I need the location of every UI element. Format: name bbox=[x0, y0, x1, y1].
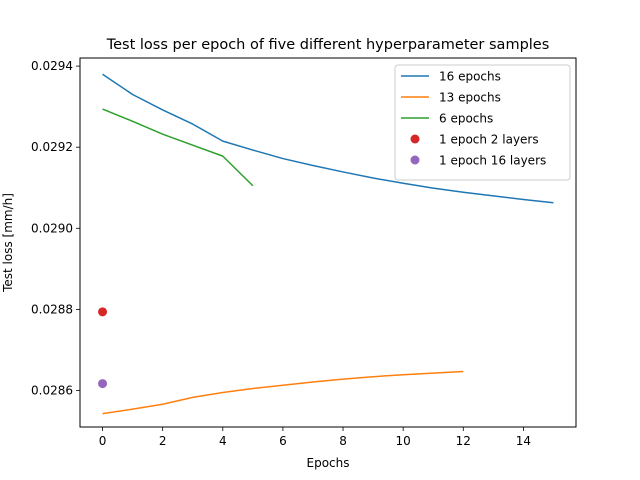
legend-swatch bbox=[410, 155, 420, 165]
y-axis: 0.0286 0.0288 0.0290 0.0292 0.0294 bbox=[31, 59, 80, 398]
plot-frame bbox=[79, 57, 577, 428]
y-tick-label: 0.0290 bbox=[31, 221, 73, 235]
y-tick-label: 0.0286 bbox=[31, 384, 73, 398]
legend-label: 6 epochs bbox=[439, 112, 493, 126]
legend-box bbox=[394, 64, 571, 181]
y-axis-label: Test loss [mm/h] bbox=[1, 193, 15, 293]
series-line bbox=[102, 73, 554, 204]
x-tick-label: 12 bbox=[456, 434, 471, 448]
legend-label: 1 epoch 2 layers bbox=[439, 133, 539, 147]
x-axis: 0 2 4 6 8 10 12 14 bbox=[99, 427, 531, 448]
plot-area bbox=[98, 73, 554, 415]
x-tick-label: 2 bbox=[159, 434, 167, 448]
series-line bbox=[102, 108, 254, 187]
x-axis-label: Epochs bbox=[307, 456, 350, 470]
y-tick-label: 0.0292 bbox=[31, 140, 73, 154]
x-tick-label: 6 bbox=[279, 434, 287, 448]
legend-label: 16 epochs bbox=[439, 70, 501, 84]
legend-swatch bbox=[410, 134, 420, 144]
series-line bbox=[102, 370, 464, 415]
legend: 16 epochs 13 epochs 6 epochs 1 epoch 2 laye… bbox=[394, 64, 571, 181]
data-point bbox=[98, 307, 108, 317]
y-tick-label: 0.0288 bbox=[31, 302, 73, 316]
legend-label: 13 epochs bbox=[439, 91, 501, 105]
legend-label: 1 epoch 16 layers bbox=[439, 154, 546, 168]
x-tick-label: 10 bbox=[396, 434, 411, 448]
x-tick-label: 0 bbox=[99, 434, 107, 448]
x-tick-label: 8 bbox=[339, 434, 347, 448]
x-tick-label: 4 bbox=[219, 434, 227, 448]
y-tick-label: 0.0294 bbox=[31, 59, 73, 73]
chart-title: Test loss per epoch of five different hy… bbox=[106, 37, 550, 53]
data-point bbox=[98, 379, 108, 389]
x-tick-label: 14 bbox=[516, 434, 531, 448]
